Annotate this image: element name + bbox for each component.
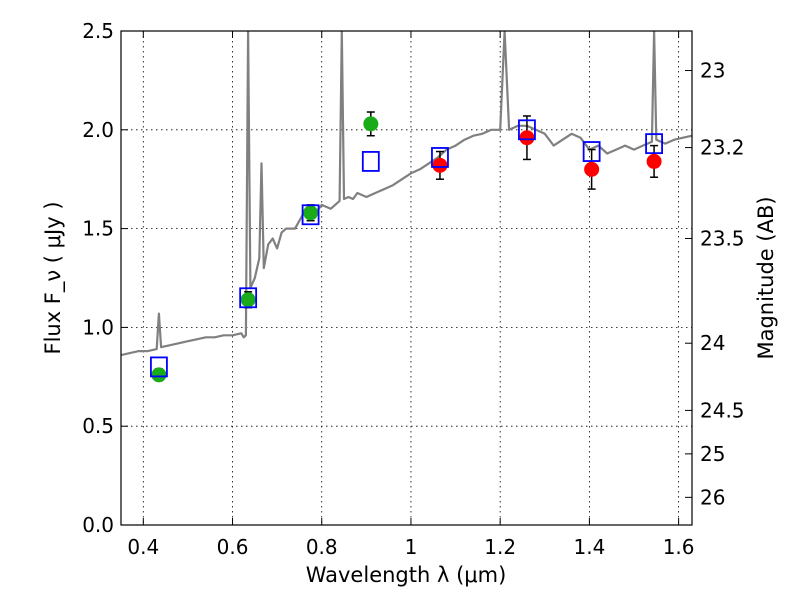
right-tick-label: 23.5 (700, 226, 745, 250)
model-square (361, 151, 380, 172)
model-square (645, 133, 663, 155)
y-tick-label: 1.5 (82, 217, 114, 241)
right-tick-label: 24 (700, 331, 725, 355)
x-tick-label: 1 (405, 535, 418, 559)
plot-area (121, 31, 692, 383)
x-tick-label: 1.4 (573, 535, 605, 559)
data-point (646, 153, 662, 169)
right-axis-label: Magnitude (AB) (754, 196, 778, 359)
right-tick-label: 25 (700, 442, 725, 466)
y-tick-label: 2.0 (82, 118, 114, 142)
data-point (303, 205, 319, 221)
x-axis-label: Wavelength λ (μm) (306, 563, 507, 587)
y-tick-label: 0.0 (82, 513, 114, 537)
y-tick-label: 1.0 (82, 315, 114, 339)
y-tick-label: 2.5 (82, 19, 114, 43)
grid-lines (121, 31, 692, 525)
axis-ticks: 0.4 0.6 0.8 1 1.2 1.4 1.6 0.0 0.5 1.0 1.5 2.0 2.5 23 2… (82, 19, 744, 559)
data-point (519, 130, 535, 146)
right-tick-label: 24.5 (700, 398, 745, 422)
right-tick-label: 23 (700, 59, 725, 83)
model-square (239, 287, 258, 309)
model-square (431, 147, 449, 168)
data-point (584, 161, 600, 177)
right-tick-label: 26 (700, 485, 725, 509)
model-square (582, 141, 601, 162)
data-point (240, 292, 256, 308)
x-tick-label: 1.2 (484, 535, 516, 559)
model-square (301, 204, 320, 226)
model-square (150, 356, 168, 378)
data-point (151, 367, 167, 383)
plot-frame (120, 30, 693, 526)
spectrum-line (121, 31, 692, 357)
x-tick-label: 0.4 (127, 535, 159, 559)
model-square (518, 119, 536, 141)
y-tick-label: 0.5 (82, 414, 114, 438)
data-point (363, 116, 379, 132)
right-tick-label: 23.2 (700, 136, 745, 160)
data-point (432, 157, 448, 173)
y-axis-label: Flux F_ν ( μJy ) (41, 201, 66, 354)
x-tick-label: 1.6 (663, 535, 695, 559)
x-tick-label: 0.8 (306, 535, 338, 559)
x-tick-label: 0.6 (217, 535, 249, 559)
